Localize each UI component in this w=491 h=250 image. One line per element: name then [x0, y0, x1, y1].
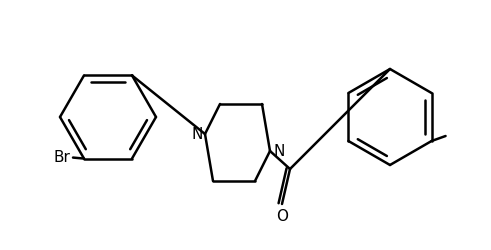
Text: O: O: [276, 209, 288, 224]
Text: N: N: [273, 144, 285, 159]
Text: N: N: [191, 127, 203, 142]
Text: Br: Br: [54, 150, 70, 164]
